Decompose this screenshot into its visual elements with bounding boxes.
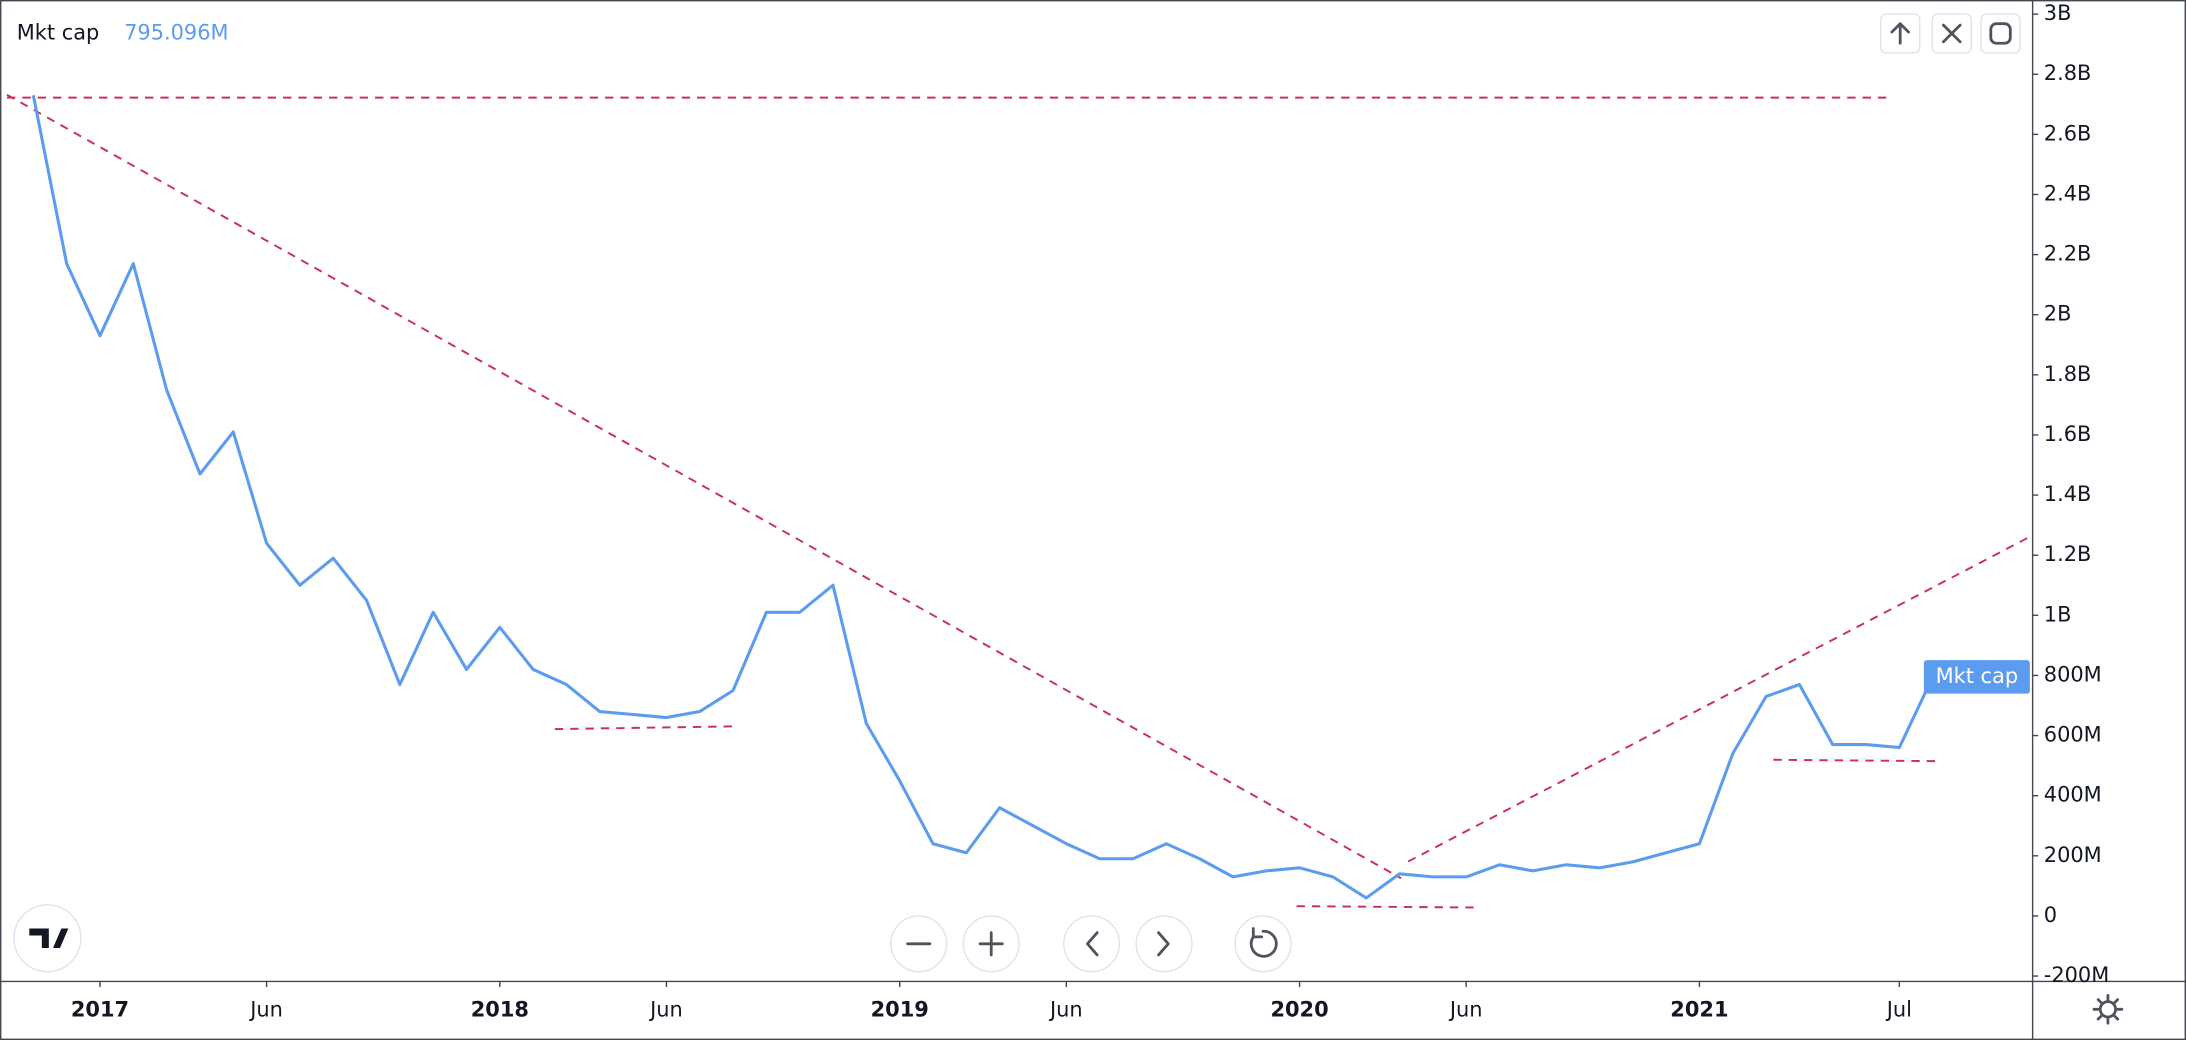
x-tick-label: Jun: [1048, 998, 1083, 1022]
x-tick-label: 2021: [1670, 998, 1728, 1022]
x-tick-label: 2018: [471, 998, 529, 1022]
settings-button[interactable]: [2092, 993, 2124, 1025]
icon: [978, 931, 1004, 957]
gear: [2098, 1000, 2117, 1019]
y-tick-label: 2B: [2044, 302, 2072, 326]
price-line: [31, 95, 1935, 900]
x-tick-label: Jul: [1885, 998, 1912, 1022]
x-tick-label: 2019: [871, 998, 929, 1022]
x-tick-label: Jun: [248, 998, 283, 1022]
y-tick-label: 400M: [2044, 783, 2102, 807]
x-tick-label: Jun: [1448, 998, 1483, 1022]
scroll-right-button[interactable]: [1135, 915, 1193, 973]
trend-line: [6, 93, 1402, 880]
y-tick-label: 1.4B: [2044, 482, 2092, 506]
x-tick-label: Jun: [648, 998, 683, 1022]
y-tick-label: 1B: [2044, 602, 2072, 626]
x-tick-label: 2020: [1270, 998, 1328, 1022]
icon: [1890, 22, 1910, 45]
support-line: [1296, 905, 1481, 909]
y-tick-label: 200M: [2044, 843, 2102, 867]
scroll-left-button[interactable]: [1063, 915, 1121, 973]
support-line: [1773, 758, 1938, 763]
icon: [1157, 931, 1170, 957]
price-tag: [1923, 660, 2030, 694]
y-tick-label: 3B: [2044, 1, 2072, 25]
legend-value: 795.096M: [124, 20, 228, 44]
nav-controls: [890, 915, 1292, 973]
y-tick-label: 600M: [2044, 723, 2102, 747]
y-tick-label: 2.2B: [2044, 242, 2092, 266]
y-tick-label: 1.8B: [2044, 362, 2092, 386]
y-tick-label: 0: [2044, 903, 2057, 927]
plot: [31, 95, 1935, 900]
icon: [1249, 927, 1278, 958]
toolbar: [1879, 13, 2021, 54]
y-tick-label: -200M: [2044, 963, 2110, 987]
logo: [29, 928, 69, 948]
price-tag-label: Mkt cap: [1936, 664, 2019, 688]
icon: [1942, 23, 1962, 44]
y-tick-label: 2.8B: [2044, 61, 2092, 85]
x-tick-label: 2017: [71, 998, 129, 1022]
legend-name: Mkt cap: [17, 20, 100, 44]
gear-teeth: [2092, 993, 2124, 1025]
icon: [1989, 22, 2012, 45]
y-tick-label: 2.4B: [2044, 181, 2092, 205]
icon: [1086, 931, 1099, 957]
reset-button[interactable]: [1234, 915, 1292, 973]
y-tick-label: 2.6B: [2044, 121, 2092, 145]
maximize-button[interactable]: [1980, 13, 2021, 54]
y-tick-label: 1.2B: [2044, 542, 2092, 566]
drawings: [6, 93, 2034, 909]
trend-line: [1407, 534, 2034, 863]
y-tick-label: 1.6B: [2044, 422, 2092, 446]
y-tick-label: 800M: [2044, 662, 2102, 686]
